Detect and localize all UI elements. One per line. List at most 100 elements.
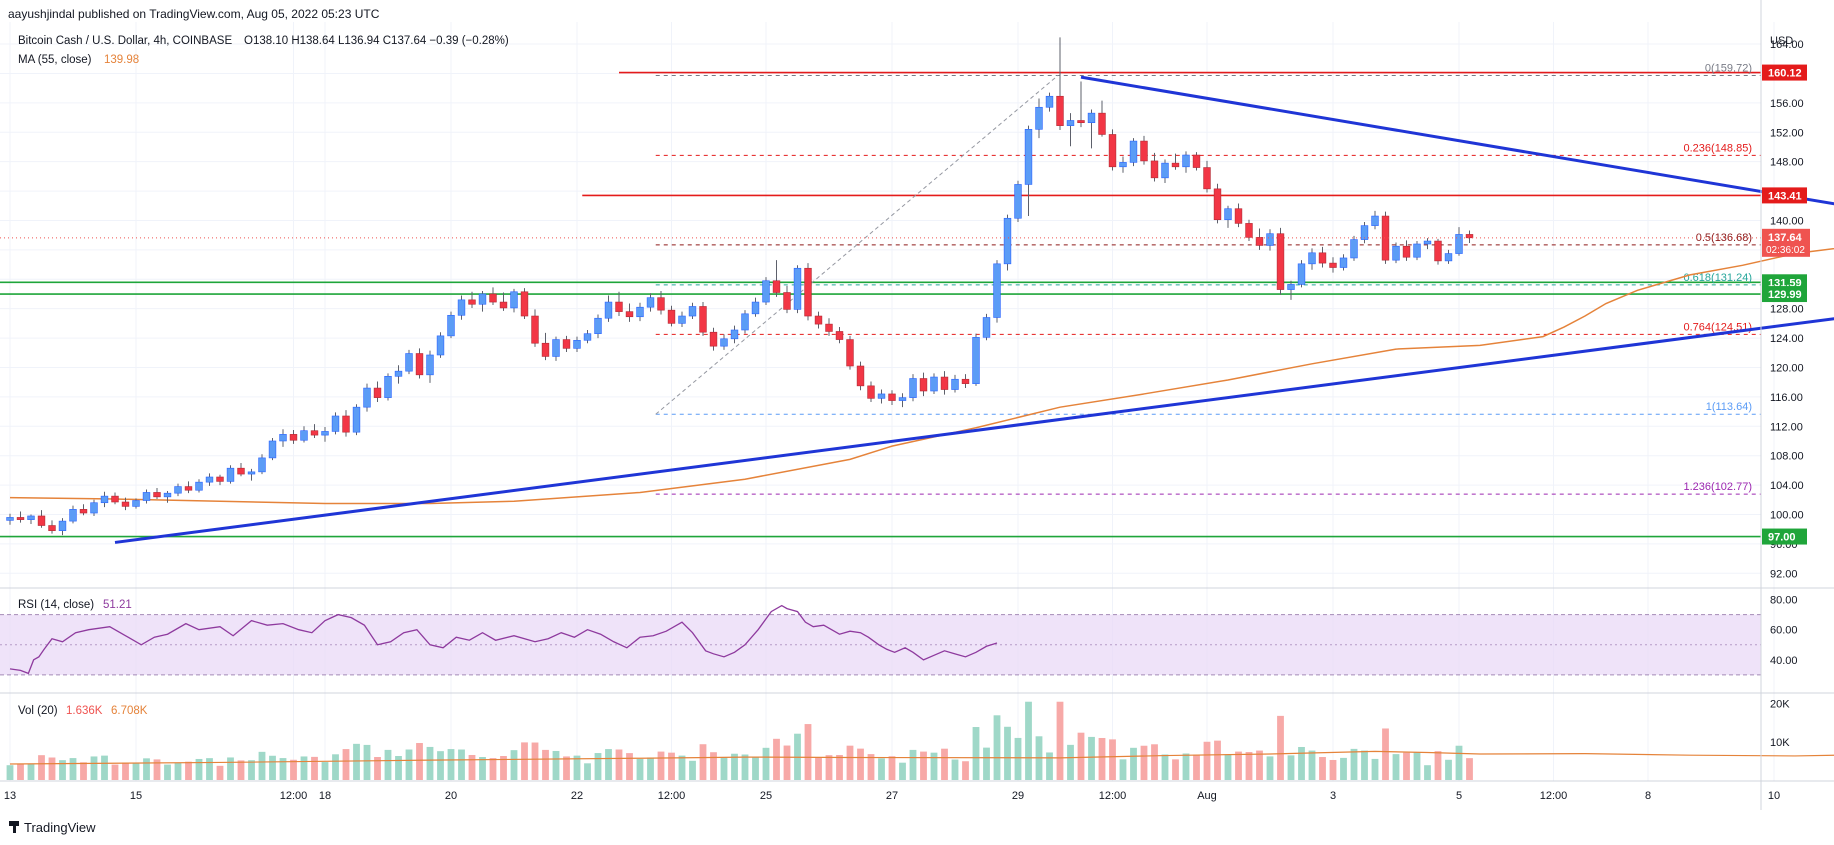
time-tick-label: 12:00 bbox=[280, 790, 308, 802]
candle-body bbox=[699, 306, 707, 333]
candle-body bbox=[111, 495, 119, 503]
volume-bar bbox=[363, 744, 371, 780]
volume-bar bbox=[69, 758, 77, 780]
volume-label[interactable]: Vol (20) bbox=[18, 705, 58, 717]
volume-bar bbox=[531, 742, 539, 780]
candle-body bbox=[489, 293, 497, 303]
candle-body bbox=[184, 486, 193, 491]
volume-bar bbox=[1256, 750, 1263, 780]
volume-bar bbox=[878, 758, 885, 780]
price-pane[interactable]: 0(159.72) 0.236(148.85) 0.5(136.68) 0.618(1… bbox=[0, 37, 1834, 544]
candle-body bbox=[888, 393, 896, 401]
candle-body bbox=[573, 339, 581, 349]
candle-body bbox=[310, 430, 319, 436]
volume-bar bbox=[374, 757, 381, 780]
volume-bar bbox=[678, 755, 686, 780]
candle-body bbox=[90, 502, 98, 514]
volume-bar bbox=[521, 742, 528, 780]
volume-bar bbox=[1466, 758, 1473, 780]
volume-bar bbox=[899, 762, 906, 780]
volume-bar bbox=[1455, 745, 1463, 780]
candle-body bbox=[1329, 262, 1337, 268]
candle-body bbox=[1465, 234, 1474, 239]
time-tick-label: 12:00 bbox=[658, 790, 686, 802]
candle-body bbox=[1423, 240, 1432, 245]
volume-bar bbox=[185, 761, 192, 780]
candle-body bbox=[1266, 233, 1274, 246]
candle-body bbox=[205, 476, 214, 483]
candle-body bbox=[709, 331, 718, 347]
volume-pane[interactable] bbox=[6, 701, 1834, 780]
candle-body bbox=[247, 471, 256, 475]
candle-body bbox=[657, 297, 665, 311]
candle-body bbox=[436, 335, 445, 356]
price-tick-label: 120.00 bbox=[1770, 362, 1804, 374]
volume-bar bbox=[1361, 750, 1368, 780]
candle-body bbox=[1119, 162, 1127, 168]
candle-body bbox=[216, 476, 224, 482]
volume-bar bbox=[594, 753, 602, 780]
candle-body bbox=[909, 378, 917, 398]
volume-bar bbox=[195, 758, 203, 780]
candle-body bbox=[226, 467, 235, 482]
candle-body bbox=[898, 397, 907, 401]
ma-indicator-label[interactable]: MA (55, close) bbox=[18, 54, 92, 66]
tradingview-logo[interactable]: TradingView bbox=[9, 820, 96, 835]
candle-body bbox=[1003, 217, 1012, 265]
candle-body bbox=[520, 291, 529, 317]
volume-bar bbox=[1161, 754, 1169, 780]
volume-bar bbox=[636, 758, 644, 780]
time-tick-label: 27 bbox=[886, 790, 898, 802]
volume-bar bbox=[311, 756, 318, 780]
volume-bar bbox=[1193, 754, 1200, 780]
volume-bar bbox=[1014, 737, 1022, 780]
candle-body bbox=[1098, 112, 1106, 135]
level-price-badge bbox=[1762, 528, 1807, 545]
volume-bar bbox=[1088, 736, 1095, 780]
candle-body bbox=[258, 457, 266, 473]
candle-body bbox=[1182, 154, 1190, 168]
volume-bar bbox=[689, 760, 696, 780]
volume-bar bbox=[1119, 759, 1127, 780]
symbol-name[interactable]: Bitcoin Cash / U.S. Dollar, 4h, COINBASE bbox=[18, 35, 232, 47]
candle-body bbox=[678, 315, 686, 324]
candle-body bbox=[268, 440, 277, 459]
level-price-label: 97.00 bbox=[1768, 532, 1796, 544]
volume-bar bbox=[269, 755, 276, 780]
candle-body bbox=[1224, 208, 1232, 221]
volume-bar bbox=[206, 758, 213, 780]
candle-body bbox=[478, 293, 487, 305]
candle-body bbox=[132, 500, 140, 507]
level-price-badge bbox=[1762, 64, 1807, 81]
candle-body bbox=[1455, 234, 1463, 254]
candle-body bbox=[772, 280, 781, 293]
rsi-label[interactable]: RSI (14, close) bbox=[18, 599, 94, 611]
candle-body bbox=[1203, 167, 1211, 190]
volume-bar bbox=[1140, 745, 1148, 780]
volume-bar bbox=[1298, 746, 1305, 780]
volume-bar bbox=[6, 765, 14, 780]
volume-bar bbox=[48, 757, 56, 780]
candle-body bbox=[835, 331, 844, 340]
level-price-badge bbox=[1762, 286, 1807, 303]
candle-body bbox=[1360, 225, 1369, 240]
candle-body bbox=[1234, 208, 1243, 224]
candle-body bbox=[615, 301, 623, 312]
rsi-pane[interactable] bbox=[0, 604, 1761, 676]
volume-bar bbox=[1245, 752, 1253, 780]
volume-bar bbox=[59, 760, 66, 780]
volume-bar bbox=[993, 715, 1001, 780]
time-tick-label: 22 bbox=[571, 790, 583, 802]
candle-body bbox=[1066, 120, 1075, 126]
volume-bar bbox=[1340, 757, 1347, 780]
candle-body bbox=[1024, 129, 1033, 185]
volume-bar bbox=[132, 762, 140, 780]
volume-bar bbox=[1403, 752, 1410, 780]
candle-body bbox=[27, 515, 35, 520]
candle-body bbox=[426, 354, 434, 376]
price-tick-label: 124.00 bbox=[1770, 333, 1804, 345]
time-tick-label: 12:00 bbox=[1540, 790, 1568, 802]
volume-bar bbox=[353, 743, 360, 780]
candle-body bbox=[1402, 245, 1411, 258]
